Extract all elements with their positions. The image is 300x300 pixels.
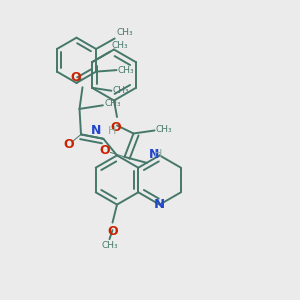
Text: CH₃: CH₃ (118, 66, 135, 75)
Text: H: H (108, 126, 116, 136)
Text: O: O (63, 138, 74, 152)
Text: N: N (154, 198, 165, 211)
Text: CH₃: CH₃ (101, 242, 118, 250)
Text: O: O (100, 144, 110, 158)
Text: CH₃: CH₃ (104, 99, 121, 108)
Text: H: H (154, 149, 163, 160)
Text: O: O (70, 71, 81, 84)
Text: N: N (91, 124, 101, 137)
Text: O: O (110, 121, 121, 134)
Text: CH₃: CH₃ (116, 28, 133, 37)
Text: CH₃: CH₃ (156, 124, 172, 134)
Text: CH₃: CH₃ (113, 86, 130, 95)
Text: N: N (148, 148, 159, 160)
Text: O: O (107, 225, 118, 238)
Text: CH₃: CH₃ (111, 41, 128, 50)
